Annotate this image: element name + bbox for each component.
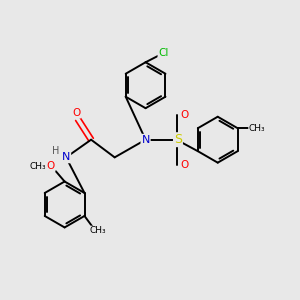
Text: Cl: Cl [158, 48, 169, 58]
Text: S: S [174, 133, 182, 146]
Text: N: N [62, 152, 70, 162]
Text: O: O [46, 161, 55, 171]
Text: CH₃: CH₃ [249, 124, 266, 133]
Text: H: H [52, 146, 59, 156]
Text: CH₃: CH₃ [29, 162, 46, 171]
Text: O: O [72, 108, 80, 118]
Text: N: N [141, 135, 150, 145]
Text: O: O [181, 160, 189, 170]
Text: O: O [181, 110, 189, 120]
Text: CH₃: CH₃ [90, 226, 106, 235]
